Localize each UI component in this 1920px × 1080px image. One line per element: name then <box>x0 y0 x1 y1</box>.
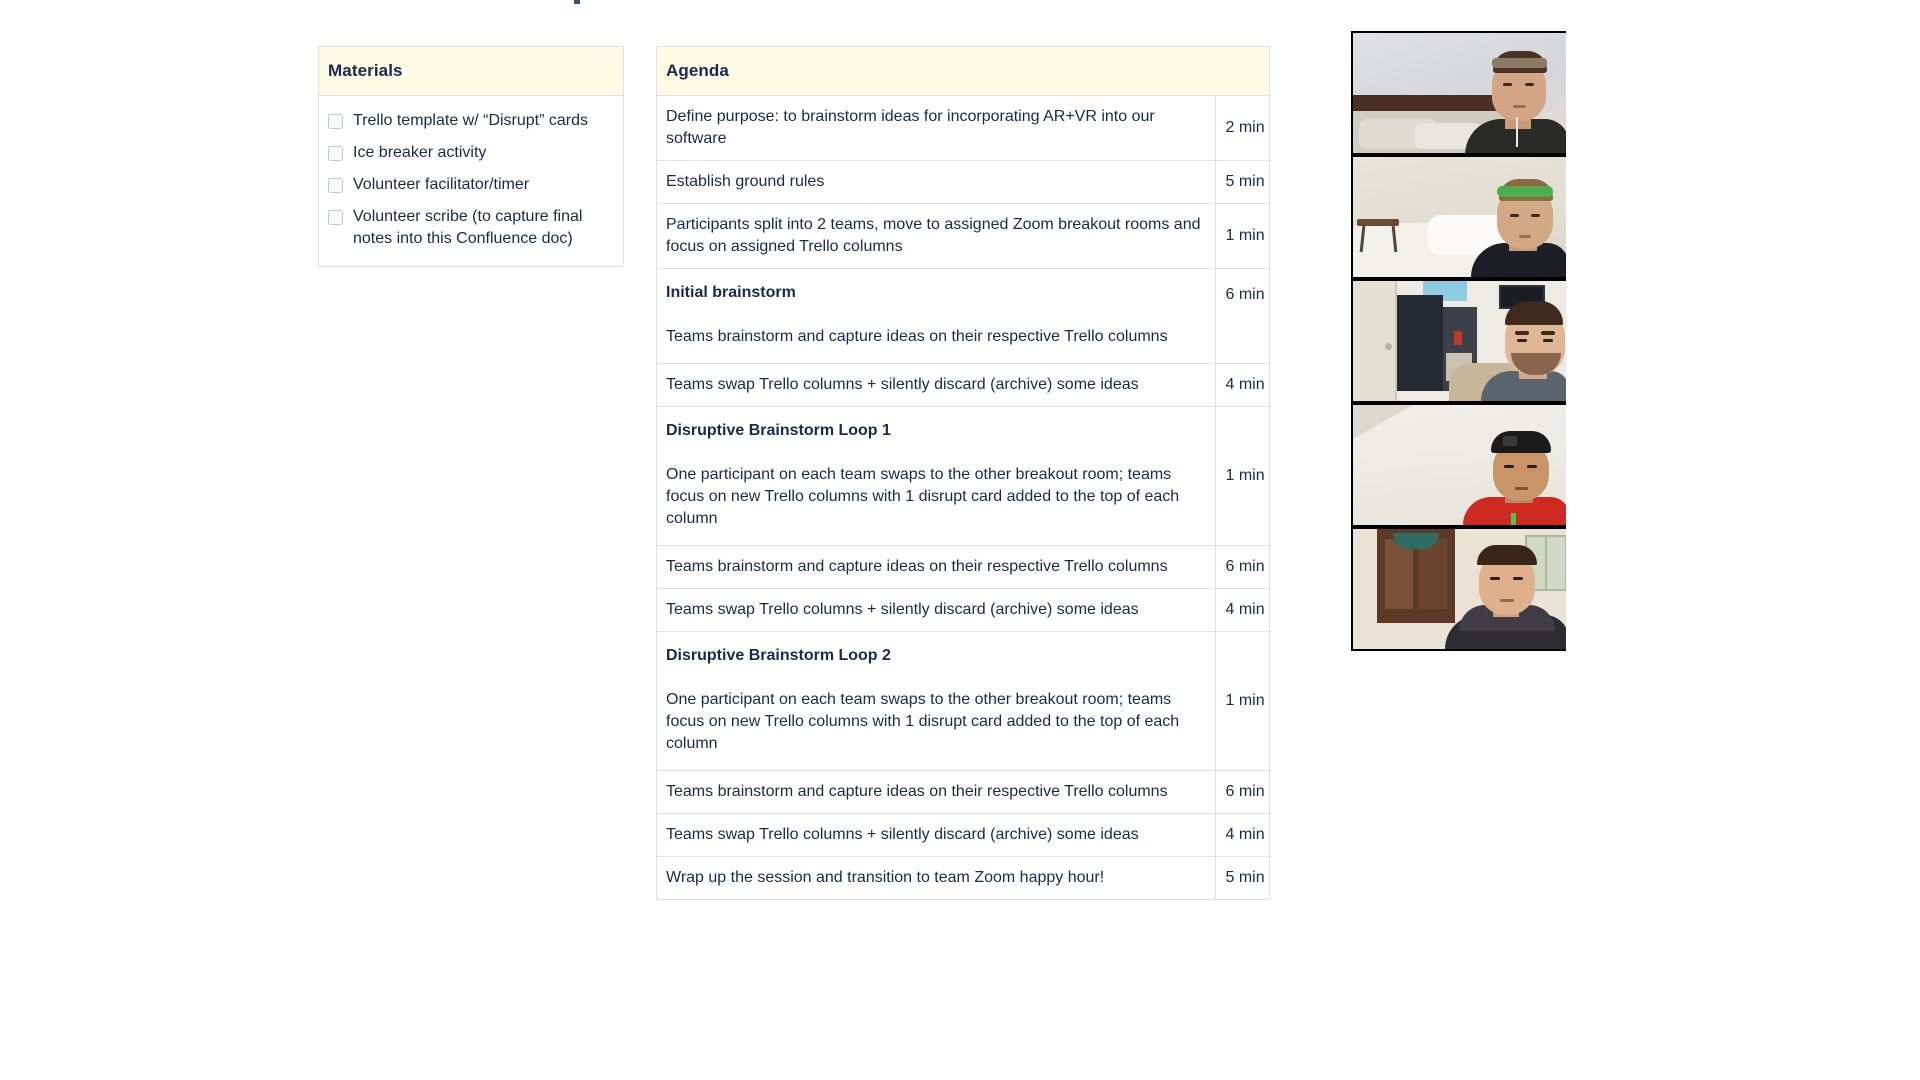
table-row[interactable]: Disruptive Brainstorm Loop 1 One partici… <box>657 406 1271 546</box>
checkbox-icon[interactable] <box>328 146 343 161</box>
agenda-section-heading: Disruptive Brainstorm Loop 2 <box>666 647 891 664</box>
agenda-item-text: Teams swap Trello columns + silently dis… <box>666 826 1139 843</box>
agenda-item-cell: Teams swap Trello columns + silently dis… <box>657 363 1216 407</box>
agenda-duration: 4 min <box>1225 601 1265 618</box>
table-row[interactable]: Teams swap Trello columns + silently dis… <box>657 588 1271 632</box>
list-item[interactable]: Trello template w/ “Disrupt” cards <box>328 110 614 132</box>
agenda-duration: 6 min <box>1225 558 1265 575</box>
agenda-duration-cell: 5 min <box>1215 160 1271 204</box>
agenda-duration-cell: 5 min <box>1215 857 1271 900</box>
agenda-duration: 4 min <box>1225 376 1265 393</box>
list-item[interactable]: Ice breaker activity <box>328 142 614 164</box>
table-row[interactable]: Initial brainstorm Teams brainstorm and … <box>657 268 1271 364</box>
agenda-item-text: Establish ground rules <box>666 173 825 190</box>
agenda-item-cell: Teams swap Trello columns + silently dis… <box>657 813 1216 857</box>
top-edge-artifact <box>574 0 580 4</box>
agenda-item-cell: Wrap up the session and transition to te… <box>657 856 1216 899</box>
agenda-item-cell: Initial brainstorm Teams brainstorm and … <box>657 268 1216 364</box>
checkbox-icon[interactable] <box>328 114 343 129</box>
video-call-sidebar <box>1351 31 1566 651</box>
agenda-item-cell: Teams swap Trello columns + silently dis… <box>657 588 1216 632</box>
agenda-duration-cell: 2 min <box>1215 96 1271 161</box>
agenda-item-text: Wrap up the session and transition to te… <box>666 869 1105 886</box>
agenda-duration-cell: 4 min <box>1215 363 1271 407</box>
agenda-panel-header: Agenda <box>657 47 1269 96</box>
agenda-duration: 5 min <box>1225 869 1265 886</box>
list-item[interactable]: Volunteer scribe (to capture final notes… <box>328 206 614 250</box>
participant-video-2 <box>1353 157 1566 277</box>
agenda-item-text: Teams brainstorm and capture ideas on th… <box>666 558 1168 575</box>
agenda-item-cell: Participants split into 2 teams, move to… <box>657 203 1216 269</box>
materials-title: Materials <box>328 61 403 80</box>
agenda-duration-cell: 6 min <box>1215 770 1271 814</box>
materials-item-label: Volunteer scribe (to capture final notes… <box>353 208 583 247</box>
agenda-table: Define purpose: to brainstorm ideas for … <box>657 96 1271 899</box>
agenda-item-cell: Disruptive Brainstorm Loop 2 One partici… <box>657 631 1216 771</box>
participant-tile-3[interactable] <box>1353 281 1566 401</box>
agenda-section-heading: Disruptive Brainstorm Loop 1 <box>666 422 891 439</box>
materials-panel: Materials Trello template w/ “Disrupt” c… <box>318 46 624 267</box>
materials-item-label: Ice breaker activity <box>353 144 487 161</box>
agenda-item-text: Participants split into 2 teams, move to… <box>666 216 1201 255</box>
agenda-duration: 1 min <box>1225 692 1265 709</box>
participant-tile-4[interactable] <box>1353 405 1566 525</box>
agenda-duration-cell: 6 min <box>1215 545 1271 589</box>
agenda-item-text: Teams swap Trello columns + silently dis… <box>666 376 1139 393</box>
agenda-duration: 4 min <box>1225 826 1265 843</box>
agenda-item-text: One participant on each team swaps to th… <box>666 466 1180 527</box>
table-row[interactable]: Teams swap Trello columns + silently dis… <box>657 813 1271 857</box>
agenda-item-text: Teams brainstorm and capture ideas on th… <box>666 328 1168 345</box>
agenda-item-text: Teams brainstorm and capture ideas on th… <box>666 783 1168 800</box>
agenda-item-text: Teams swap Trello columns + silently dis… <box>666 601 1139 618</box>
agenda-item-cell: Disruptive Brainstorm Loop 1 One partici… <box>657 406 1216 546</box>
participant-video-1 <box>1353 33 1566 153</box>
agenda-title: Agenda <box>666 61 729 80</box>
checkbox-icon[interactable] <box>328 210 343 225</box>
agenda-item-cell: Define purpose: to brainstorm ideas for … <box>657 96 1216 161</box>
agenda-duration: 1 min <box>1225 467 1265 484</box>
table-row[interactable]: Establish ground rules 5 min <box>657 160 1271 204</box>
participant-tile-2[interactable] <box>1353 157 1566 277</box>
agenda-duration: 6 min <box>1225 286 1265 303</box>
participant-video-3 <box>1353 281 1566 401</box>
agenda-duration-cell: 1 min <box>1215 406 1271 546</box>
agenda-section-heading: Initial brainstorm <box>666 284 796 301</box>
agenda-duration: 1 min <box>1225 227 1265 244</box>
agenda-duration: 6 min <box>1225 783 1265 800</box>
agenda-item-cell: Teams brainstorm and capture ideas on th… <box>657 770 1216 814</box>
agenda-item-text: Define purpose: to brainstorm ideas for … <box>666 108 1155 147</box>
materials-item-label: Trello template w/ “Disrupt” cards <box>353 112 589 129</box>
agenda-duration: 5 min <box>1225 173 1265 190</box>
participant-video-5 <box>1353 529 1566 649</box>
materials-panel-header: Materials <box>319 47 623 96</box>
agenda-duration-cell: 6 min <box>1215 268 1271 364</box>
table-row[interactable]: Disruptive Brainstorm Loop 2 One partici… <box>657 631 1271 771</box>
table-row[interactable]: Wrap up the session and transition to te… <box>657 856 1271 900</box>
table-row[interactable]: Teams brainstorm and capture ideas on th… <box>657 545 1271 589</box>
agenda-duration-cell: 4 min <box>1215 588 1271 632</box>
materials-item-label: Volunteer facilitator/timer <box>353 176 530 193</box>
agenda-duration-cell: 1 min <box>1215 631 1271 771</box>
checkbox-icon[interactable] <box>328 178 343 193</box>
table-row[interactable]: Participants split into 2 teams, move to… <box>657 203 1271 269</box>
participant-video-4 <box>1353 405 1566 525</box>
participant-tile-1[interactable] <box>1353 33 1566 153</box>
agenda-item-cell: Establish ground rules <box>657 160 1216 204</box>
agenda-duration-cell: 4 min <box>1215 813 1271 857</box>
agenda-duration: 2 min <box>1225 119 1265 136</box>
agenda-item-cell: Teams brainstorm and capture ideas on th… <box>657 545 1216 589</box>
agenda-panel: Agenda Define purpose: to brainstorm ide… <box>656 46 1271 900</box>
list-item[interactable]: Volunteer facilitator/timer <box>328 174 614 196</box>
agenda-item-text: One participant on each team swaps to th… <box>666 691 1180 752</box>
agenda-duration-cell: 1 min <box>1215 203 1271 269</box>
table-row[interactable]: Define purpose: to brainstorm ideas for … <box>657 96 1271 161</box>
table-row[interactable]: Teams swap Trello columns + silently dis… <box>657 363 1271 407</box>
participant-tile-5[interactable] <box>1353 529 1566 649</box>
materials-checklist: Trello template w/ “Disrupt” cards Ice b… <box>319 96 623 266</box>
table-row[interactable]: Teams brainstorm and capture ideas on th… <box>657 770 1271 814</box>
